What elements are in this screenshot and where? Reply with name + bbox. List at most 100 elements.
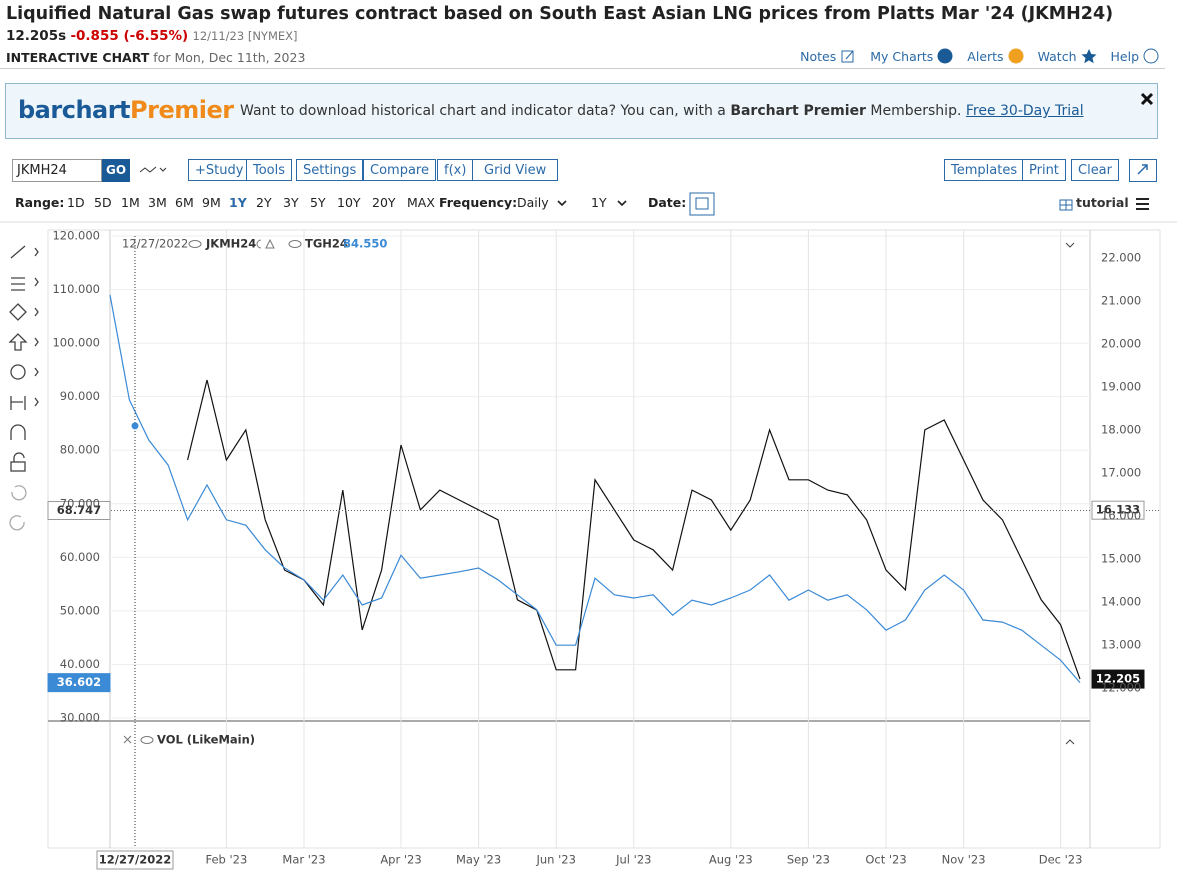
range-option[interactable]: 1Y	[229, 195, 247, 210]
x-tick-label: Mar '23	[282, 853, 325, 867]
go-button[interactable]: GO	[102, 159, 130, 182]
y2-tick-label: 17.000	[1101, 465, 1141, 479]
x-tick-label: Dec '23	[1039, 853, 1083, 867]
nav-icon[interactable]	[936, 48, 953, 64]
range-option[interactable]: 2Y	[256, 195, 272, 210]
tool-text[interactable]	[10, 364, 26, 380]
nav-icon[interactable]	[839, 48, 856, 64]
period[interactable]: 1Y	[591, 195, 607, 210]
y2-tick-label: 15.000	[1101, 551, 1141, 565]
symbol-input[interactable]: JKMH24	[12, 159, 102, 182]
tool-shape[interactable]	[9, 303, 27, 321]
eye-icon[interactable]	[288, 240, 302, 248]
range-option[interactable]: 6M	[175, 195, 194, 210]
marks: 68.747 16.133 36.602 12.205 12/27/2022	[47, 236, 1160, 870]
tool-undo[interactable]	[11, 485, 27, 501]
y2-tick-label: 18.000	[1101, 422, 1141, 436]
tool-button[interactable]: Print	[1022, 159, 1066, 181]
y2-tick-label: 16.000	[1101, 508, 1141, 522]
eye-vol[interactable]	[140, 736, 154, 744]
y2-tick-label: 12.000	[1101, 680, 1141, 694]
tool-button[interactable]: Templates	[944, 159, 1025, 181]
series-line	[187, 379, 1081, 680]
range-option[interactable]: 1M	[121, 195, 140, 210]
tutorial[interactable]: tutorial	[1076, 195, 1129, 210]
tool-lock[interactable]	[10, 461, 26, 472]
range-option[interactable]: 10Y	[337, 195, 361, 210]
tool-button[interactable]: Tools	[246, 159, 293, 181]
nav-link[interactable]: Alerts	[967, 48, 1024, 64]
collapse-main[interactable]	[1065, 242, 1075, 248]
crosshair-y2-label-box	[1091, 500, 1145, 520]
close-vol[interactable]	[123, 735, 132, 744]
logo-a: barchart	[18, 96, 131, 124]
range-option[interactable]: 5Y	[310, 195, 326, 210]
range-option[interactable]: 5D	[94, 195, 112, 210]
tool-button[interactable]: Clear	[1071, 159, 1119, 181]
tool-arrow[interactable]	[8, 333, 28, 351]
range-label: Range:	[15, 195, 65, 210]
logo-b: Premier	[130, 96, 234, 124]
fullscreen[interactable]	[1129, 159, 1157, 182]
range-option[interactable]: 3M	[148, 195, 167, 210]
nav-icon[interactable]	[1007, 48, 1024, 64]
banner-close[interactable]	[1140, 92, 1154, 106]
chart-type[interactable]	[138, 162, 170, 178]
banner-text-b: Membership.	[870, 103, 962, 119]
collapse-vol[interactable]	[1065, 739, 1075, 745]
banner-bold: Barchart Premier	[730, 103, 866, 119]
y-tick-label: 30.000	[60, 711, 100, 725]
y2-tick-label: 19.000	[1101, 379, 1141, 393]
x-tick-label: May '23	[456, 853, 501, 867]
x-tick-label: Feb '23	[205, 853, 247, 867]
y-tick-label: 40.000	[60, 657, 100, 671]
legend-entry: JKMH24	[205, 237, 256, 251]
chart-date: for Mon, Dec 11th, 2023	[153, 50, 306, 65]
tool-button[interactable]: f(x)	[437, 159, 474, 181]
nav-icon[interactable]	[1142, 48, 1159, 64]
nav-link[interactable]: Notes	[800, 48, 856, 64]
range-option[interactable]: 20Y	[372, 195, 396, 210]
legend-icons[interactable]	[256, 238, 275, 249]
tool-fib[interactable]	[11, 277, 25, 291]
range-icon-set[interactable]	[0, 0, 1177, 222]
range-icons	[0, 0, 1177, 226]
banner-text-a: Want to download historical chart and in…	[240, 103, 726, 119]
y2-tick-label: 13.000	[1101, 637, 1141, 651]
tool-redo[interactable]	[9, 515, 25, 531]
last-price: 12.205s	[6, 28, 67, 44]
tool-lock-arc[interactable]	[13, 452, 25, 462]
range-option[interactable]: 3Y	[283, 195, 299, 210]
series-line	[109, 294, 1081, 683]
last-value-y2: 12.205	[1096, 672, 1140, 686]
range-option[interactable]: MAX	[407, 195, 435, 210]
y-tick-label: 70.000	[60, 496, 100, 510]
frequency[interactable]: Daily	[517, 195, 549, 210]
nav-link[interactable]: Help	[1111, 48, 1160, 64]
tool-button[interactable]: Settings	[296, 159, 364, 181]
y-tick-label: 100.000	[52, 336, 100, 350]
range-option[interactable]: 1D	[67, 195, 85, 210]
tool-line[interactable]	[10, 245, 26, 259]
y2-tick-label: 21.000	[1101, 293, 1141, 307]
tool-magnet[interactable]	[10, 424, 26, 440]
banner: barchartPremier Want to download histori…	[5, 83, 1158, 139]
range-option[interactable]: 9M	[202, 195, 221, 210]
nav-link[interactable]: My Charts	[870, 48, 953, 64]
tool-button[interactable]: Grid View	[472, 159, 559, 181]
frequency-label: Frequency:	[439, 195, 518, 210]
tool-expanders[interactable]	[34, 247, 39, 407]
banner-link[interactable]: Free 30-Day Trial	[965, 103, 1084, 119]
nav-icon[interactable]	[1080, 48, 1097, 64]
tool-measure[interactable]	[10, 396, 26, 410]
eye-icon[interactable]	[188, 240, 202, 248]
tool-button[interactable]: Compare	[363, 159, 436, 181]
nav-link[interactable]: Watch	[1038, 48, 1097, 64]
legend-entry: TGH24	[305, 237, 348, 251]
tool-button[interactable]: +Study	[188, 159, 251, 181]
x-tick-label: Aug '23	[709, 853, 753, 867]
last-value-y: 36.602	[57, 675, 101, 689]
chart-label: INTERACTIVE CHART	[6, 50, 150, 65]
drawing-tools	[8, 245, 39, 531]
